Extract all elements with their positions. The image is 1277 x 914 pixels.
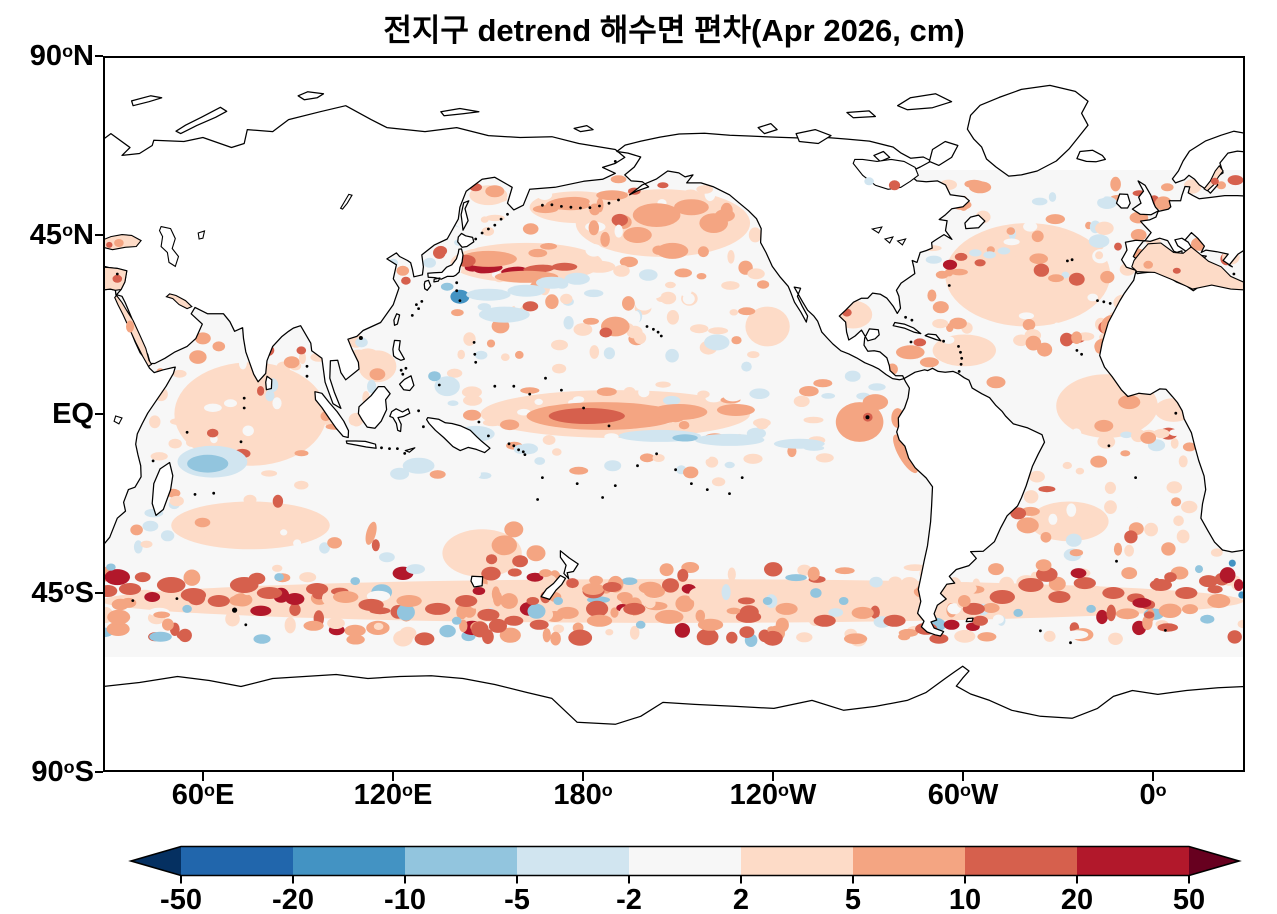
colorbar: -50 -20 -10 -5 -2 2 5 10 20 50: [128, 845, 1242, 914]
lon-tick-label: 60oE: [171, 779, 235, 811]
lon-tick-mark: [1152, 772, 1154, 781]
lon-tick-mark: [962, 772, 964, 781]
degree-sign: o: [601, 779, 613, 800]
lat-tick-mark: [95, 55, 103, 57]
degree-sign: o: [959, 779, 971, 800]
colorbar-tick-label: -10: [384, 884, 426, 914]
lat-tick-label: EQ: [52, 398, 94, 430]
colorbar-segment: [965, 846, 1077, 876]
map-canvas: [102, 56, 1246, 773]
colorbar-tick-label: 10: [949, 884, 981, 914]
lon-tick-mark: [392, 772, 394, 781]
colorbar-tick-label: 5: [845, 884, 861, 914]
degree-sign: o: [778, 779, 789, 800]
colorbar-under-arrow: [131, 846, 181, 876]
small-islands: [115, 160, 1236, 645]
lon-tick-mark: [772, 772, 774, 781]
colorbar-segment: [293, 846, 405, 876]
degree-sign: o: [62, 40, 74, 61]
lat-tick-mark: [95, 413, 103, 415]
world-anomaly-map: [102, 56, 1246, 773]
lon-tick-label: 0o: [1139, 779, 1167, 811]
lat-tick-label: 90oS: [31, 756, 94, 788]
map-frame: [103, 56, 1245, 772]
degree-sign: o: [402, 779, 414, 800]
lon-tick-mark: [202, 772, 204, 781]
colorbar-segment: [853, 846, 965, 876]
lat-tick-mark: [95, 234, 103, 236]
colorbar-segment: [1077, 846, 1189, 876]
plot-title: 전지구 detrend 해수면 편차(Apr 2026, cm): [383, 13, 965, 48]
lat-tick-label: 45oN: [29, 219, 94, 251]
colorbar-segment: [181, 846, 293, 876]
degree-sign: o: [63, 756, 75, 777]
colorbar-segment: [517, 846, 629, 876]
colorbar-tick-label: 20: [1061, 884, 1093, 914]
colorbar-tick-label: -5: [504, 884, 530, 914]
lon-tick-label: 60oW: [927, 779, 999, 811]
colorbar-segment: [629, 846, 741, 876]
lat-tick-label: 90oN: [29, 40, 94, 72]
colorbar-tick-label: -2: [616, 884, 642, 914]
degree-sign: o: [203, 779, 215, 800]
lon-tick-label: 120oE: [353, 779, 433, 811]
lon-tick-label: 180o: [553, 779, 613, 811]
lat-tick-mark: [95, 592, 103, 594]
degree-sign: o: [63, 577, 75, 598]
coastlines: [102, 84, 1246, 773]
colorbar-tick-label: -50: [160, 884, 202, 914]
lat-tick-label: 45oS: [31, 577, 94, 609]
lat-tick-mark: [95, 771, 103, 773]
degree-sign: o: [62, 219, 74, 240]
colorbar-over-arrow: [1189, 846, 1239, 876]
colorbar-segment: [405, 846, 517, 876]
colorbar-tick-label: 2: [733, 884, 749, 914]
sea-anomaly-spots: [106, 177, 1219, 333]
lon-tick-mark: [582, 772, 584, 781]
colorbar-tick-label: -20: [272, 884, 314, 914]
inland-seas: [102, 158, 1246, 425]
colorbar-tick-label: 50: [1173, 884, 1205, 914]
lon-tick-label: 120oW: [729, 779, 817, 811]
degree-sign: o: [1155, 779, 1167, 800]
colorbar-segment: [741, 846, 853, 876]
